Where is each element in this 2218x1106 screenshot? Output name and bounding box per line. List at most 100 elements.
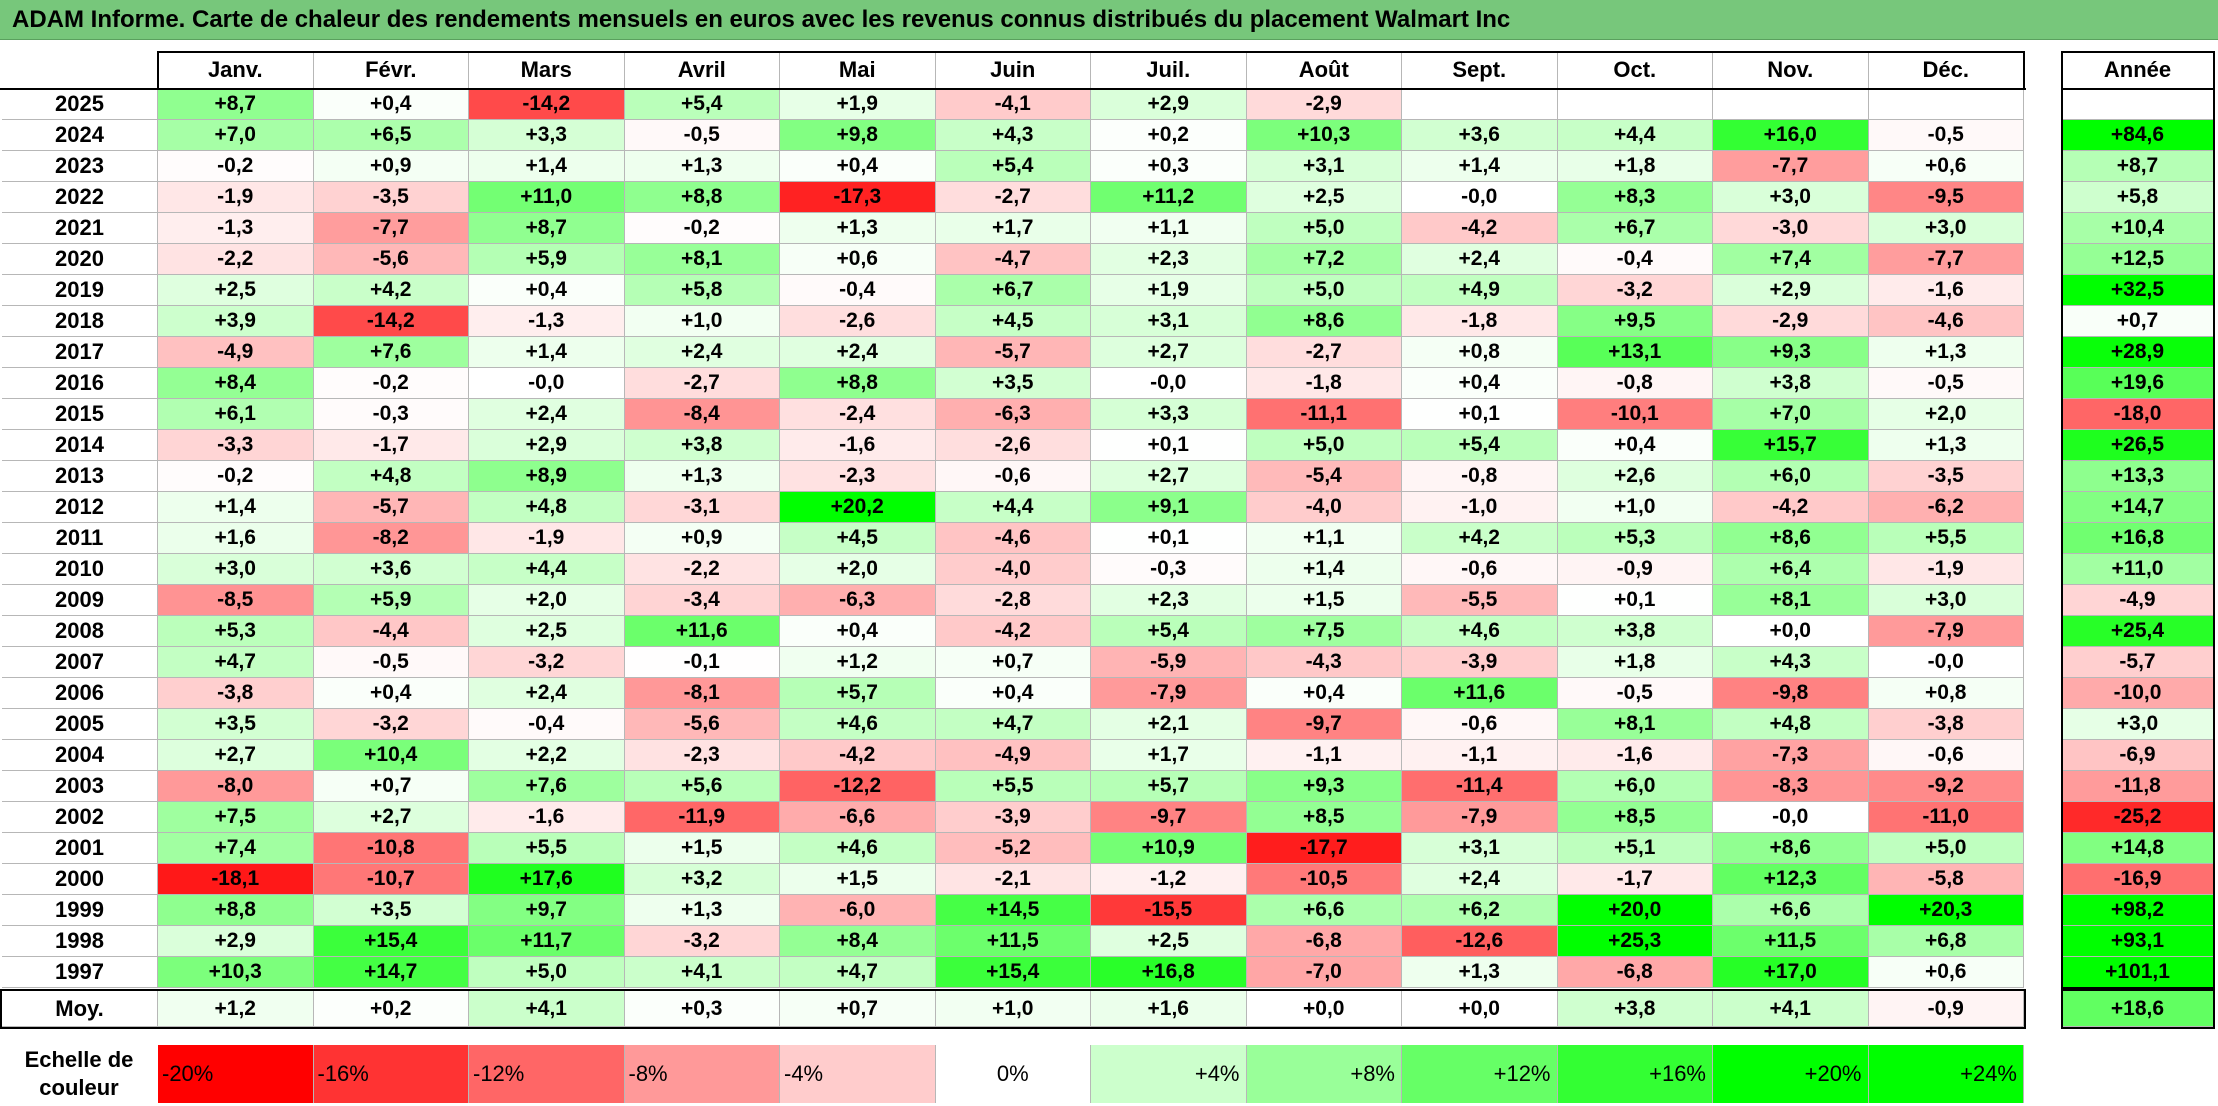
year-label: 2011: [2, 523, 158, 554]
heatmap-cell: -6,0: [780, 895, 936, 926]
heatmap-cell: +9,7: [469, 895, 625, 926]
color-scale-step: -16%: [313, 1045, 469, 1103]
heatmap-cell: +6,0: [1713, 461, 1869, 492]
heatmap-cell: +5,9: [469, 244, 625, 275]
annual-cell: +26,5: [2062, 430, 2214, 461]
heatmap-cell: +6,7: [1557, 213, 1713, 244]
color-scale-step: 0%: [935, 1045, 1091, 1103]
average-cell: +0,3: [624, 991, 780, 1027]
year-label: 2018: [2, 306, 158, 337]
heatmap-cell: -0,0: [1091, 368, 1247, 399]
heatmap-cell: -1,3: [158, 213, 314, 244]
heatmap-cell: -6,6: [780, 802, 936, 833]
heatmap-cell: -0,9: [1557, 554, 1713, 585]
heatmap-cell: +0,4: [1402, 368, 1558, 399]
annual-cell: +101,1: [2062, 957, 2214, 988]
heatmap-cell: -3,5: [1868, 461, 2024, 492]
year-label: 2009: [2, 585, 158, 616]
heatmap-cell: +8,8: [624, 182, 780, 213]
heatmap-cell: -7,7: [1868, 244, 2024, 275]
month-header: Juin: [935, 52, 1091, 89]
average-cell: -0,9: [1868, 991, 2024, 1027]
heatmap-cell: +0,8: [1402, 337, 1558, 368]
color-scale-step: +12%: [1402, 1045, 1558, 1103]
heatmap-cell: +5,0: [1246, 275, 1402, 306]
heatmap-cell: -8,4: [624, 399, 780, 430]
month-header: Déc.: [1868, 52, 2024, 89]
heatmap-cell: +13,1: [1557, 337, 1713, 368]
heatmap-cell: -4,0: [1246, 492, 1402, 523]
heatmap-cell: +7,4: [158, 833, 314, 864]
heatmap-cell: -4,3: [1246, 647, 1402, 678]
heatmap-cell: -0,2: [624, 213, 780, 244]
year-label: 2023: [2, 151, 158, 182]
heatmap-cell: +2,9: [1091, 89, 1247, 120]
heatmap-cell: +5,0: [1868, 833, 2024, 864]
heatmap-cell: -7,7: [1713, 151, 1869, 182]
heatmap-cell: +7,4: [1713, 244, 1869, 275]
heatmap-cell: -3,5: [313, 182, 469, 213]
heatmap-cell: -4,2: [935, 616, 1091, 647]
heatmap-cell: +8,1: [1557, 709, 1713, 740]
heatmap-cell: +5,8: [624, 275, 780, 306]
heatmap-cell: +15,4: [313, 926, 469, 957]
heatmap-cell: +0,1: [1557, 585, 1713, 616]
heatmap-cell: -4,2: [780, 740, 936, 771]
heatmap-cell: -0,2: [158, 461, 314, 492]
year-label: 2010: [2, 554, 158, 585]
heatmap-cell: +4,8: [313, 461, 469, 492]
heatmap-cell: +0,1: [1091, 430, 1247, 461]
heatmap-cell: +5,1: [1557, 833, 1713, 864]
heatmap-cell: -9,7: [1091, 802, 1247, 833]
annual-cell: +8,7: [2062, 151, 2214, 182]
heatmap-cell: +4,4: [469, 554, 625, 585]
annual-cell: -10,0: [2062, 678, 2214, 709]
heatmap-cell: -2,7: [1246, 337, 1402, 368]
heatmap-cell: +8,6: [1246, 306, 1402, 337]
heatmap-cell: +3,0: [1868, 213, 2024, 244]
heatmap-cell: +0,1: [1091, 523, 1247, 554]
heatmap-cell: -1,9: [158, 182, 314, 213]
heatmap-cell: +1,4: [1246, 554, 1402, 585]
heatmap-cell: -0,5: [1557, 678, 1713, 709]
heatmap-cell: +5,4: [935, 151, 1091, 182]
heatmap-cell: +3,2: [624, 864, 780, 895]
heatmap-cell: +5,0: [1246, 430, 1402, 461]
month-header: Juil.: [1091, 52, 1247, 89]
heatmap-cell: -1,1: [1246, 740, 1402, 771]
heatmap-cell: -2,7: [935, 182, 1091, 213]
heatmap-cell: +1,3: [624, 895, 780, 926]
heatmap-cell: -4,0: [935, 554, 1091, 585]
heatmap-cell: +0,4: [780, 151, 936, 182]
title-bar: ADAM Informe. Carte de chaleur des rende…: [0, 0, 2218, 40]
month-header: Sept.: [1402, 52, 1558, 89]
heatmap-cell: -3,2: [469, 647, 625, 678]
annual-cell: +32,5: [2062, 275, 2214, 306]
heatmap-cell: -3,8: [1868, 709, 2024, 740]
color-scale-step: +8%: [1246, 1045, 1402, 1103]
heatmap-cell: -2,9: [1246, 89, 1402, 120]
heatmap-cell: -11,9: [624, 802, 780, 833]
heatmap-cell: +0,1: [1402, 399, 1558, 430]
heatmap-cell: +8,8: [780, 368, 936, 399]
heatmap-cell: +1,8: [1557, 647, 1713, 678]
heatmap-cell: -0,0: [1402, 182, 1558, 213]
heatmap-cell: +0,7: [313, 771, 469, 802]
year-label: 2005: [2, 709, 158, 740]
heatmap-cell: +3,3: [469, 120, 625, 151]
annual-cell: +10,4: [2062, 213, 2214, 244]
heatmap-cell: +2,4: [1402, 864, 1558, 895]
heatmap-cell: +4,1: [624, 957, 780, 988]
month-header: Févr.: [313, 52, 469, 89]
heatmap-cell: +2,4: [469, 678, 625, 709]
heatmap-cell: +25,3: [1557, 926, 1713, 957]
heatmap-cell: -4,7: [935, 244, 1091, 275]
year-label: 2006: [2, 678, 158, 709]
heatmap-cell: +3,9: [158, 306, 314, 337]
annual-cell: +98,2: [2062, 895, 2214, 926]
heatmap-cell: -5,7: [935, 337, 1091, 368]
heatmap-cell: +0,4: [1246, 678, 1402, 709]
heatmap-cell: +4,5: [935, 306, 1091, 337]
heatmap-cell: +2,3: [1091, 244, 1247, 275]
heatmap-cell: -0,4: [1557, 244, 1713, 275]
